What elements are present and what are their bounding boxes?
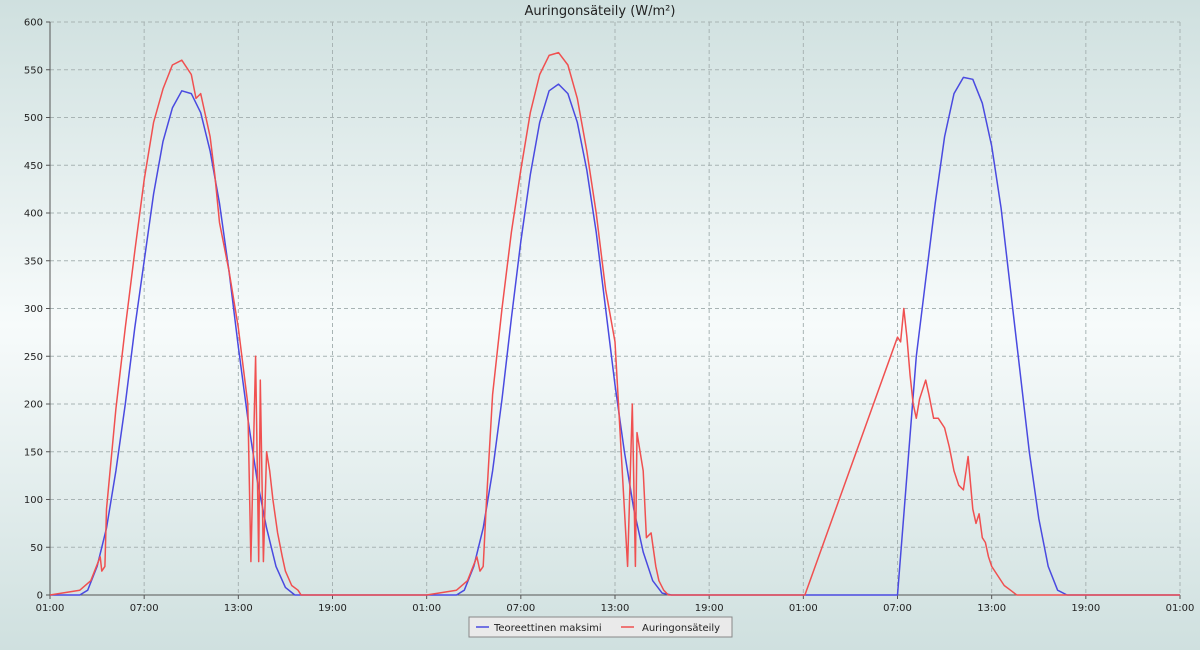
y-tick-label: 0	[37, 591, 43, 602]
legend-label-measured: Auringonsäteily	[642, 623, 720, 634]
x-tick-label: 07:00	[130, 603, 159, 614]
x-tick-label: 13:00	[977, 603, 1006, 614]
y-tick-label: 550	[24, 65, 43, 76]
x-tick-label: 13:00	[601, 603, 630, 614]
y-axis-ticks: 0 50 100 150 200 250 300 350 400 450 500 550 600	[24, 18, 50, 602]
y-tick-label: 250	[24, 352, 43, 363]
legend-label-theoretical: Teoreettinen maksimi	[493, 623, 602, 634]
y-tick-label: 350	[24, 256, 43, 267]
series-group	[49, 51, 1180, 596]
grid-lines	[50, 21, 1181, 595]
y-tick-label: 500	[24, 113, 43, 124]
series-line-theoretical-max	[50, 76, 1180, 596]
y-tick-label: 450	[24, 161, 43, 172]
x-tick-label: 07:00	[506, 603, 535, 614]
chart-title: Auringonsäteily (W/m²)	[525, 4, 676, 19]
y-tick-label: 200	[24, 400, 43, 411]
x-tick-label: 01:00	[1166, 603, 1195, 614]
legend: Teoreettinen maksimi Auringonsäteily	[468, 616, 733, 638]
x-tick-label: 19:00	[318, 603, 347, 614]
y-tick-label: 400	[24, 209, 43, 220]
x-axis-ticks: 01:00 07:00 13:00 19:00 01:00 07:00 13:00 19:00…	[36, 595, 1195, 614]
series-line-solar-radiation	[49, 51, 1180, 596]
x-tick-label: 01:00	[789, 603, 818, 614]
y-tick-label: 100	[24, 495, 43, 506]
x-tick-label: 19:00	[695, 603, 724, 614]
x-tick-label: 01:00	[36, 603, 65, 614]
y-tick-label: 600	[24, 18, 43, 29]
x-tick-label: 13:00	[224, 603, 253, 614]
x-tick-label: 19:00	[1071, 603, 1100, 614]
y-tick-label: 300	[24, 304, 43, 315]
y-tick-label: 150	[24, 447, 43, 458]
y-tick-label: 50	[30, 543, 43, 554]
x-tick-label: 01:00	[412, 603, 441, 614]
x-tick-label: 07:00	[883, 603, 912, 614]
legend-box	[468, 616, 733, 638]
